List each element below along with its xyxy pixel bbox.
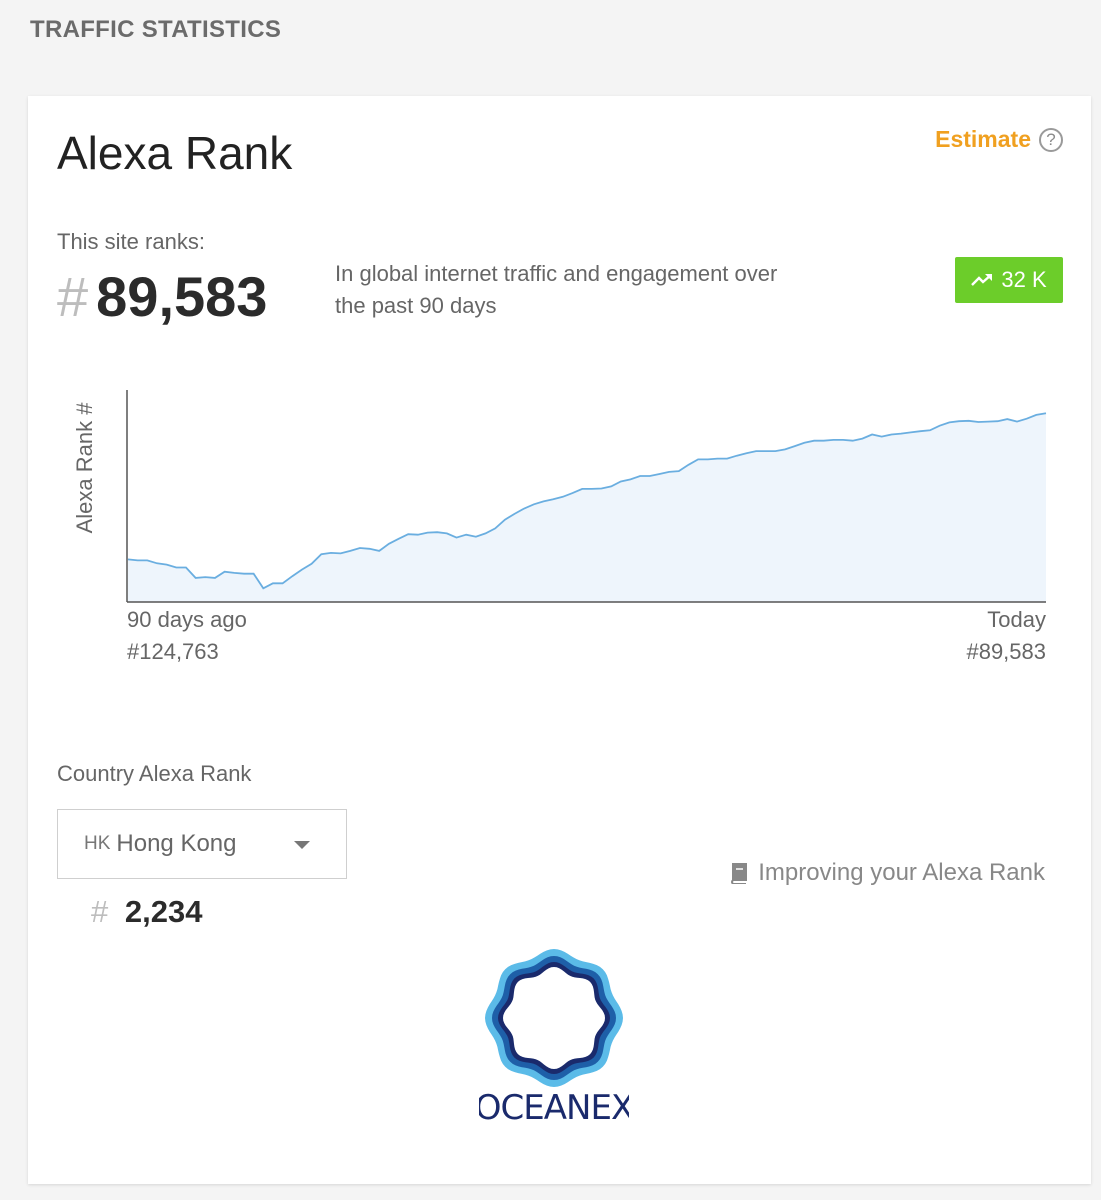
x-end-text: Today (987, 607, 1046, 632)
rank-hash: # (57, 265, 89, 328)
country-name: Hong Kong (116, 830, 237, 857)
delta-label: 32 K (1001, 267, 1047, 292)
x-start-label: 90 days ago #124,763 (127, 604, 247, 668)
logo-wordmark: OCEANEX (479, 1088, 629, 1128)
alexa-rank-chart: Alexa Rank # (72, 390, 1047, 603)
x-start-rank: #124,763 (127, 639, 219, 664)
country-code: HK (84, 833, 111, 854)
country-rank: # 2,234 (91, 894, 202, 930)
global-rank-value: 89,583 (96, 265, 268, 328)
card-title: Alexa Rank (57, 127, 293, 179)
global-rank: # 89,583 (57, 264, 267, 329)
rank-series-line (127, 412, 1047, 590)
improve-rank-link[interactable]: Improving your Alexa Rank (728, 859, 1045, 887)
ranks-label: This site ranks: (57, 229, 205, 254)
trending-up-icon (971, 274, 993, 286)
oceanex-logo: OCEANEX (479, 949, 629, 1128)
country-rank-value: 2,234 (124, 894, 203, 929)
improve-link-label: Improving your Alexa Rank (758, 859, 1045, 886)
country-rank-label: Country Alexa Rank (57, 761, 252, 786)
country-select[interactable]: HK Hong Kong (57, 809, 347, 879)
alexa-rank-card: Alexa Rank Estimate ? This site ranks: #… (28, 96, 1091, 1184)
estimate-link[interactable]: Estimate ? (935, 126, 1063, 153)
country-rank-hash: # (91, 894, 109, 929)
x-end-rank: #89,583 (966, 639, 1046, 664)
book-icon (731, 863, 748, 884)
chevron-down-icon (294, 841, 310, 849)
estimate-label: Estimate (935, 126, 1031, 152)
rank-delta-badge: 32 K (955, 257, 1063, 303)
logo-center (503, 967, 605, 1069)
rank-area-fill (128, 413, 1046, 602)
x-end-label: Today #89,583 (966, 604, 1046, 668)
help-icon[interactable]: ? (1039, 127, 1063, 152)
x-start-text: 90 days ago (127, 607, 247, 632)
section-title: TRAFFIC STATISTICS (30, 16, 282, 43)
rank-description: In global internet traffic and engagemen… (335, 261, 778, 318)
y-axis-label: Alexa Rank # (72, 402, 97, 534)
